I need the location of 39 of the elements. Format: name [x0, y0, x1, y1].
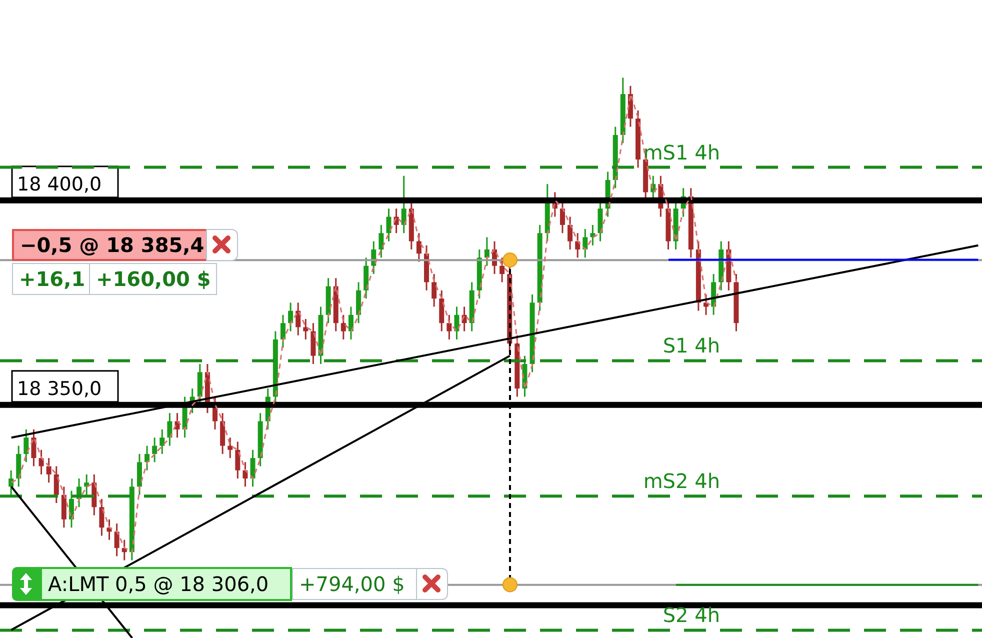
- candlestick: [401, 175, 406, 234]
- candlestick: [250, 449, 256, 488]
- candlestick: [416, 232, 422, 262]
- candlestick: [235, 440, 240, 480]
- candlestick: [152, 436, 158, 463]
- ref-line-label: mS1 4h: [643, 140, 720, 164]
- annotation: +794,00 $: [292, 568, 418, 600]
- ref-line-label: S2 4h: [662, 603, 720, 628]
- ref-line-label: 18 400,0: [17, 173, 102, 196]
- candlestick: [340, 314, 346, 340]
- candlestick: [54, 465, 59, 504]
- annotation: +160,00 $: [89, 263, 217, 295]
- annotation: A:LMT 0,5 @ 18 306,0: [40, 567, 292, 601]
- candlestick: [500, 256, 505, 283]
- candlestick: [160, 428, 165, 455]
- candlestick: [288, 302, 294, 332]
- candlestick: [167, 412, 172, 447]
- candlestick: [24, 428, 29, 463]
- candlestick: [303, 318, 308, 340]
- ref-line-label: mS2 4h: [643, 469, 720, 494]
- candlestick: [280, 314, 286, 348]
- candlestick: [582, 228, 588, 258]
- candlestick: [228, 436, 233, 459]
- annotation: −0,5 @ 18 385,4: [12, 229, 208, 261]
- candlestick: [46, 457, 52, 484]
- annotation: +16,1: [12, 263, 90, 295]
- candlestick: [432, 273, 437, 308]
- candlestick: [386, 208, 392, 242]
- candlestick: [568, 216, 573, 250]
- ref-line-label: S1 4h: [662, 334, 720, 358]
- candlestick: [484, 236, 490, 267]
- candlestick: [446, 314, 452, 340]
- candlestick: [454, 306, 460, 340]
- candlestick: [144, 445, 150, 472]
- candlestick: [114, 522, 120, 557]
- candlestick: [99, 498, 104, 537]
- ref-line-label: 18 350,0: [17, 378, 102, 400]
- candlestick: [348, 306, 354, 340]
- candlestick: [378, 224, 384, 258]
